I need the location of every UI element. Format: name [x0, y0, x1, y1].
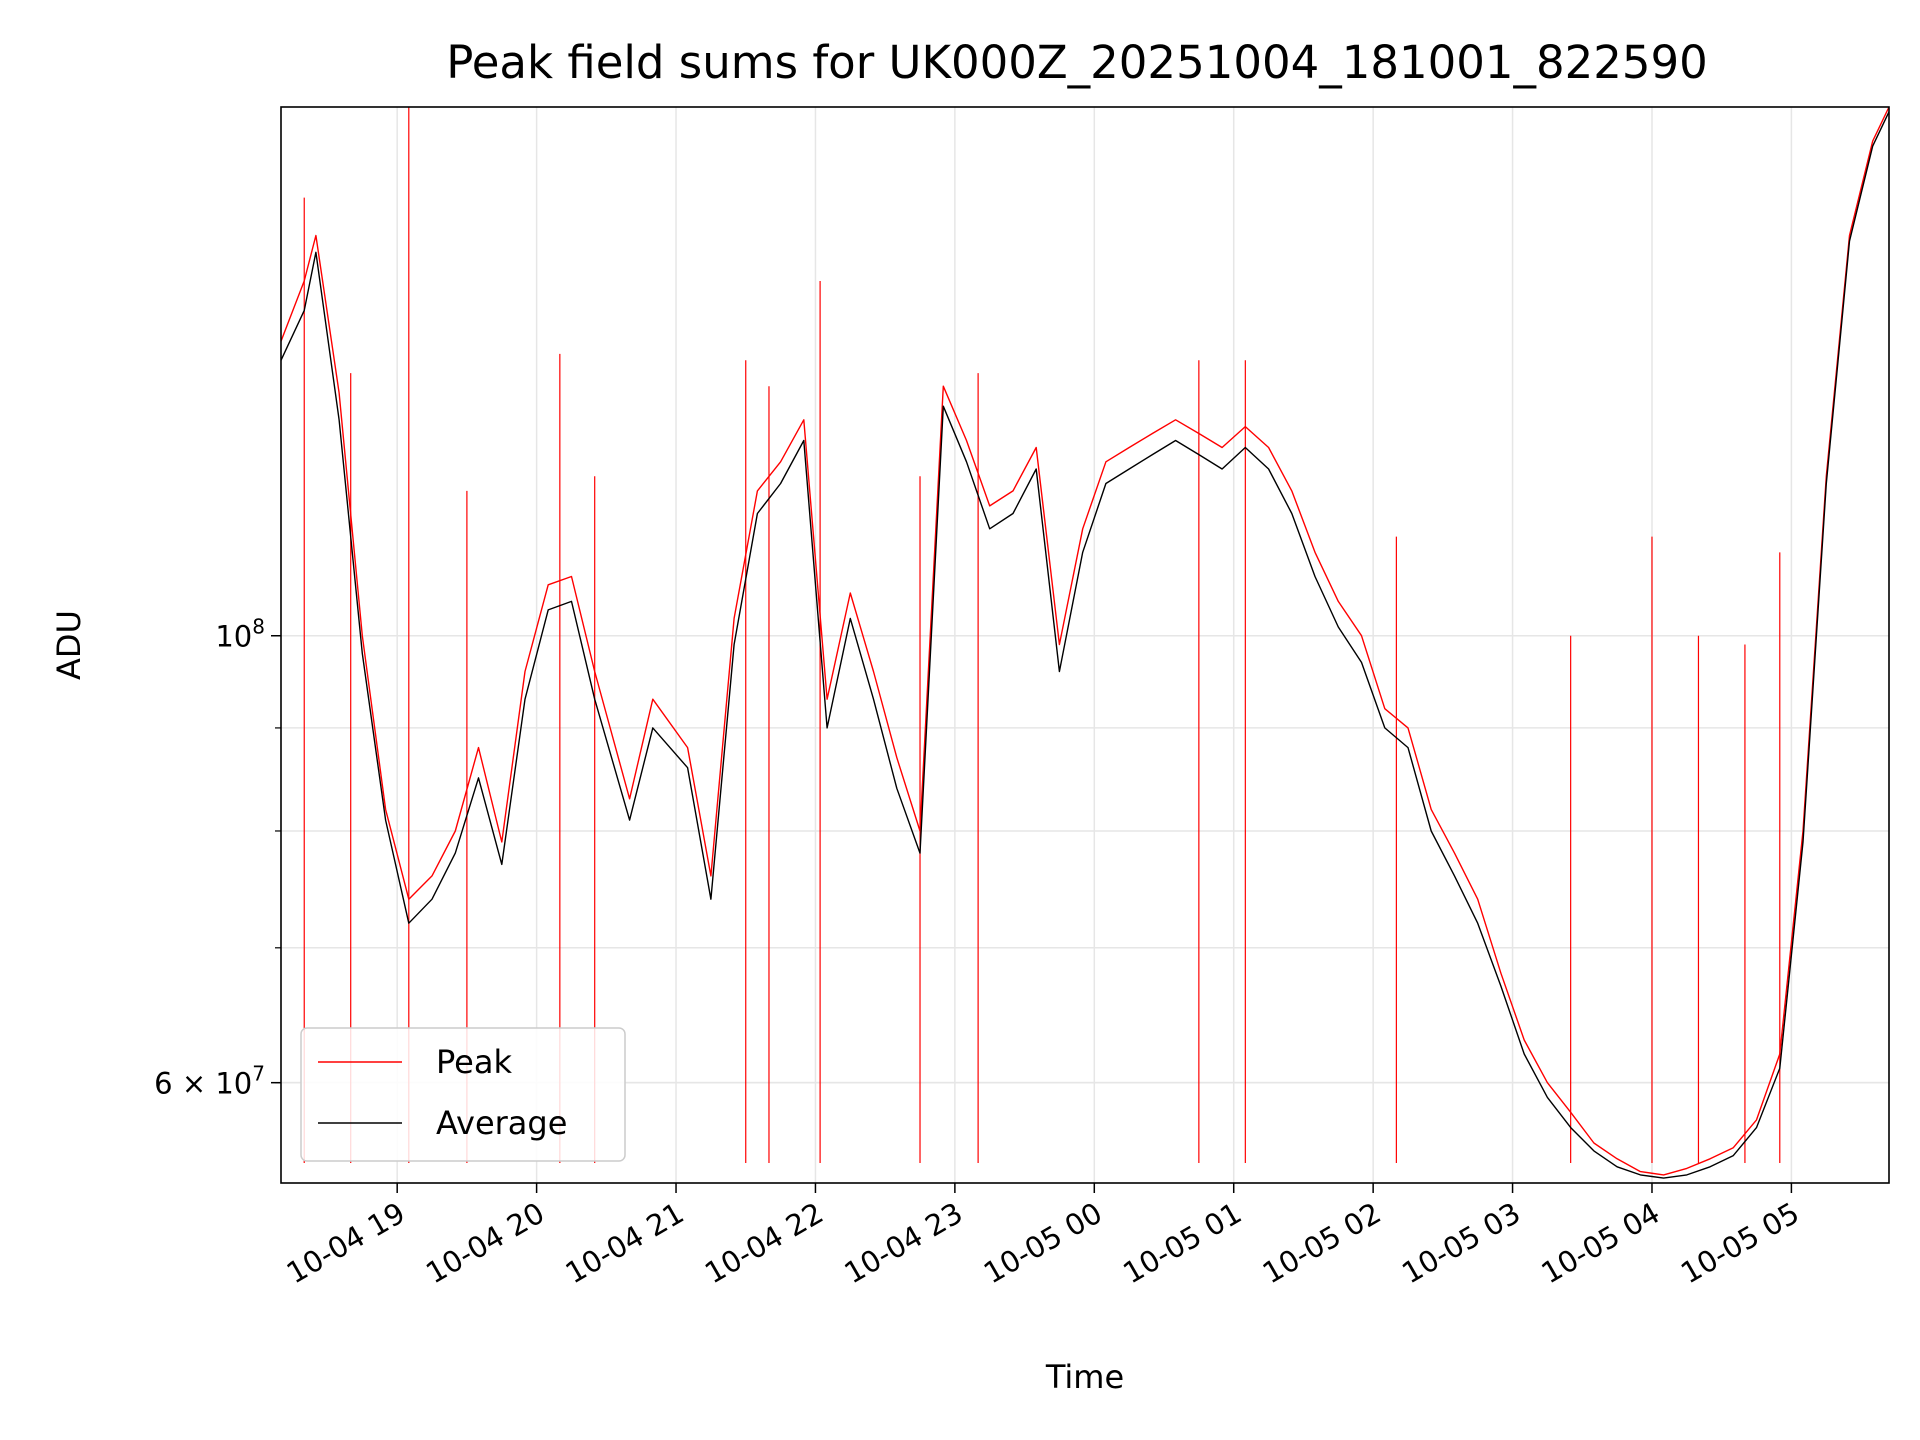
plot-frame [280, 106, 1890, 1184]
y-tick-label: 108 [215, 615, 265, 654]
legend: Peak Average [300, 1027, 626, 1162]
y-tick-label: 6 × 107 [154, 1062, 265, 1101]
legend-label-peak: Peak [436, 1043, 512, 1081]
series-line-average [280, 111, 1890, 1179]
y-axis-label: ADU [50, 610, 88, 680]
chart-title: Peak field sums for UK000Z_20251004_1810… [446, 36, 1708, 89]
legend-label-average: Average [436, 1104, 567, 1142]
series-line-peak [280, 106, 1890, 1176]
x-axis-label: Time [1045, 1358, 1124, 1396]
y-axis: 108 6 × 107 [154, 615, 281, 1101]
